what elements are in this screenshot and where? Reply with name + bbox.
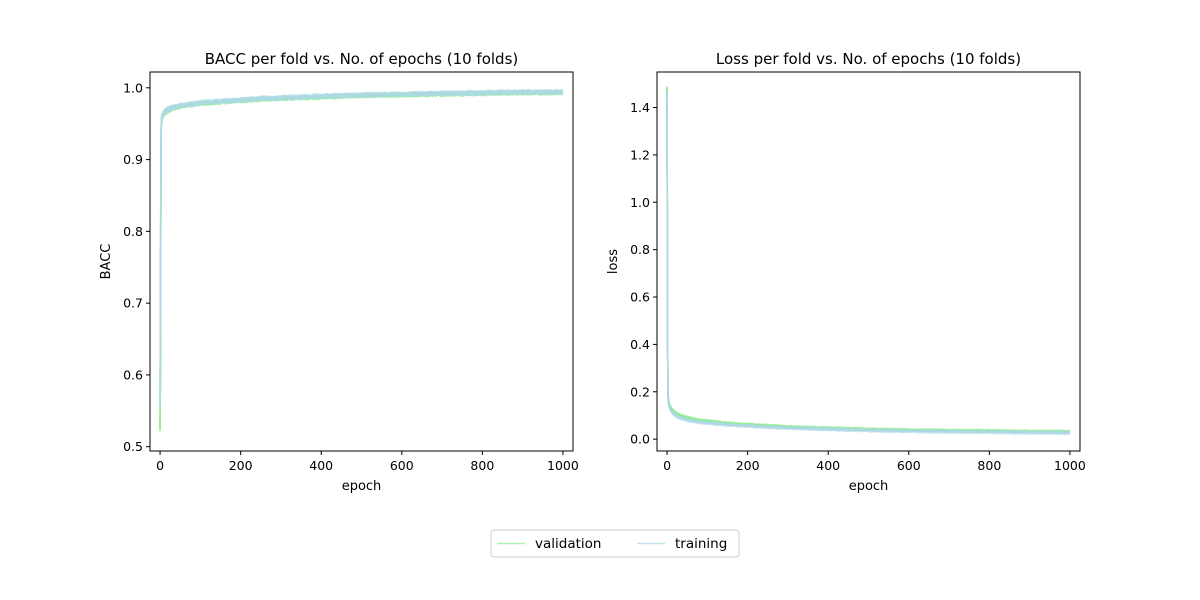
bacc-line-training-fold-6 — [159, 88, 564, 405]
bacc-y-tick-label: 0.6 — [123, 367, 143, 382]
bacc-y-tick-label: 0.8 — [123, 224, 143, 239]
loss-axes-frame — [656, 71, 1081, 452]
bacc-line-training-fold-10 — [159, 90, 564, 403]
bacc-chart-title: BACC per fold vs. No. of epochs (10 fold… — [205, 50, 519, 68]
loss-axes: Loss per fold vs. No. of epochs (10 fold… — [606, 50, 1086, 494]
legend-label-validation: validation — [535, 536, 601, 552]
loss-x-tick-label: 0 — [663, 458, 671, 473]
legend-frame — [490, 529, 740, 558]
loss-chart-title: Loss per fold vs. No. of epochs (10 fold… — [716, 50, 1021, 68]
loss-y-tick-label: 1.4 — [630, 100, 650, 115]
loss-x-tick-label: 600 — [897, 458, 921, 473]
loss-y-axis-label: loss — [606, 249, 621, 274]
loss-line-training-fold-9 — [666, 94, 1070, 434]
loss-x-tick-label: 1000 — [1054, 458, 1086, 473]
bacc-axes: BACC per fold vs. No. of epochs (10 fold… — [99, 50, 579, 494]
bacc-x-tick-label: 1000 — [547, 458, 579, 473]
loss-y-tick-label: 0.0 — [630, 432, 650, 447]
bacc-y-tick-label: 0.7 — [123, 296, 143, 311]
bacc-y-axis-label: BACC — [99, 244, 114, 280]
loss-x-tick-label: 800 — [977, 458, 1001, 473]
loss-x-tick-label: 200 — [736, 458, 760, 473]
loss-y-tick-label: 0.6 — [630, 290, 650, 305]
bacc-x-axis-label: epoch — [342, 479, 382, 494]
loss-y-ticks: 0.0 0.2 0.4 0.6 0.8 1.0 1.2 1.4 — [630, 100, 657, 447]
bacc-x-tick-label: 0 — [156, 458, 164, 473]
legend: validation training — [490, 529, 740, 558]
bacc-y-tick-label: 0.5 — [123, 439, 143, 454]
bacc-plot-area — [159, 88, 564, 432]
loss-y-tick-label: 1.2 — [630, 147, 650, 162]
loss-y-tick-label: 0.2 — [630, 384, 650, 399]
bacc-x-tick-label: 600 — [390, 458, 414, 473]
bacc-x-ticks: 0 200 400 600 800 1000 — [156, 451, 579, 473]
loss-y-tick-label: 0.8 — [630, 242, 650, 257]
bacc-y-tick-label: 1.0 — [123, 80, 143, 95]
bacc-axes-frame — [149, 71, 574, 452]
loss-x-ticks: 0 200 400 600 800 1000 — [663, 451, 1086, 473]
loss-x-tick-label: 400 — [816, 458, 840, 473]
bacc-x-tick-label: 800 — [470, 458, 494, 473]
loss-plot-area — [666, 86, 1071, 436]
loss-x-axis-label: epoch — [849, 479, 889, 494]
loss-line-training-fold-10 — [666, 93, 1071, 436]
legend-label-training: training — [675, 536, 727, 552]
bacc-x-tick-label: 200 — [229, 458, 253, 473]
bacc-y-ticks: 0.5 0.6 0.7 0.8 0.9 1.0 — [123, 80, 150, 454]
loss-y-tick-label: 1.0 — [630, 195, 650, 210]
bacc-x-tick-label: 400 — [309, 458, 333, 473]
loss-y-tick-label: 0.4 — [630, 337, 650, 352]
bacc-y-tick-label: 0.9 — [123, 152, 143, 167]
